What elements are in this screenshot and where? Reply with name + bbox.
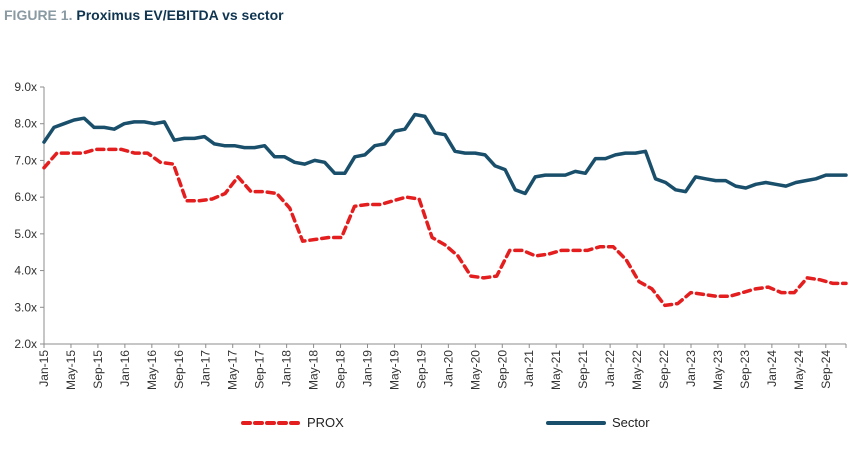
x-tick-label: Jan-15	[37, 350, 51, 387]
x-tick-label: Sep-17	[253, 350, 267, 389]
x-tick-label: Sep-16	[172, 350, 186, 389]
x-tick-label: May-18	[307, 350, 321, 390]
x-tick-label: Jan-24	[765, 350, 779, 387]
x-tick-label: May-15	[64, 350, 78, 390]
legend-label-sector: Sector	[612, 415, 650, 430]
x-tick-label: May-24	[792, 350, 806, 390]
x-tick-label: May-19	[387, 350, 401, 390]
x-tick-label: May-21	[549, 350, 563, 390]
legend-label-prox: PROX	[307, 415, 344, 430]
figure-label: FIGURE 1.	[4, 7, 73, 23]
x-tick-label: Jan-21	[522, 350, 536, 387]
x-tick-label: May-22	[630, 350, 644, 390]
series-line-prox	[42, 147, 848, 308]
chart-legend: PROX Sector	[241, 415, 650, 430]
figure-title: FIGURE 1. Proximus EV/EBITDA vs sector	[4, 7, 284, 23]
x-tick-label: Jan-16	[118, 350, 132, 387]
chart-lines	[42, 112, 848, 308]
x-tick-label: Jan-22	[603, 350, 617, 387]
y-tick-label: 9.0x	[14, 80, 37, 94]
y-tick-label: 8.0x	[14, 117, 37, 131]
y-tick-label: 2.0x	[14, 337, 37, 351]
x-tick-label: Sep-15	[91, 350, 105, 389]
x-tick-label: Sep-23	[738, 350, 752, 389]
x-tick-label: Sep-20	[495, 350, 509, 389]
y-tick-label: 6.0x	[14, 190, 37, 204]
y-tick-label: 4.0x	[14, 264, 37, 278]
x-tick-label: May-23	[711, 350, 725, 390]
y-tick-label: 5.0x	[14, 227, 37, 241]
x-tick-label: Sep-24	[819, 350, 833, 389]
x-tick-label: Jan-17	[199, 350, 213, 387]
x-tick-label: Jan-20	[441, 350, 455, 387]
y-tick-label: 7.0x	[14, 153, 37, 167]
x-tick-label: Jan-23	[684, 350, 698, 387]
x-tick-label: Jan-19	[360, 350, 374, 387]
y-tick-label: 3.0x	[14, 300, 37, 314]
x-tick-label: May-16	[145, 350, 159, 390]
chart-title: Proximus EV/EBITDA vs sector	[76, 7, 284, 23]
x-tick-label: May-20	[468, 350, 482, 390]
x-tick-label: Sep-21	[576, 350, 590, 389]
x-tick-label: Sep-22	[657, 350, 671, 389]
x-tick-label: Jan-18	[280, 350, 294, 387]
series-line-sector	[42, 112, 848, 196]
chart-axes: 2.0x 3.0x 4.0x 5.0x 6.0x 7.0x 8.0x 9.0x Jan-15 Ma…	[14, 80, 847, 390]
x-tick-label: Sep-18	[334, 350, 348, 389]
x-tick-label: May-17	[226, 350, 240, 390]
x-tick-label: Sep-19	[414, 350, 428, 389]
